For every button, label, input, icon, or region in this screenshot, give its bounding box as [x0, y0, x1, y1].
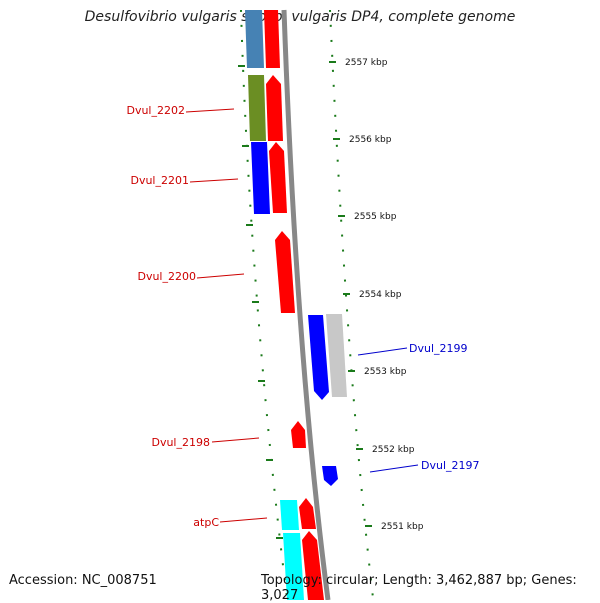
accession-text: Accession: NC_008751	[9, 573, 157, 588]
gene-arrow-red-2202[interactable]	[266, 75, 283, 141]
tick-label: 2555 kbp	[354, 212, 397, 222]
tick-label: 2557 kbp	[345, 58, 388, 68]
gene-label-dvul-2198[interactable]: Dvul_2198	[151, 436, 210, 449]
tick-label: 2556 kbp	[349, 135, 392, 145]
leader-line-dvul-2200	[196, 273, 245, 279]
leader-line-dvul-2199	[357, 347, 408, 356]
gene-block-blue-2201[interactable]	[251, 142, 270, 214]
tick-label: 2553 kbp	[364, 367, 407, 377]
map-title: Desulfovibrio vulgaris subsp. vulgaris D…	[84, 9, 516, 25]
tick-label: 2552 kbp	[372, 445, 415, 455]
gene-label-dvul-2197[interactable]: Dvul_2197	[421, 459, 480, 472]
gene-block-cyan-atpc-1[interactable]	[280, 500, 299, 530]
genome-stats-text: Topology: circular; Length: 3,462,887 bp…	[261, 573, 577, 603]
leader-line-dvul-2198	[211, 437, 260, 443]
scale-ticks	[238, 61, 372, 539]
gene-label-dvul-2200[interactable]: Dvul_2200	[137, 270, 196, 283]
leader-line-dvul-2197	[369, 464, 419, 473]
leader-line-atpc	[219, 517, 268, 523]
gene-block-gray-2199[interactable]	[326, 314, 347, 397]
gene-label-dvul-2201[interactable]: Dvul_2201	[130, 174, 189, 187]
leader-line-dvul-2202	[185, 108, 235, 113]
gene-block-red-top[interactable]	[264, 10, 280, 68]
gene-block-olive-2202[interactable]	[248, 75, 266, 141]
gene-arrow-blue-2197[interactable]	[322, 466, 338, 486]
gene-arrow-red-2201[interactable]	[269, 142, 287, 213]
genome-backbone	[281, 9, 331, 600]
leader-line-dvul-2201	[189, 178, 239, 183]
outer-guide-dashes	[329, 9, 374, 599]
gene-arrow-red-2200[interactable]	[275, 231, 295, 313]
gene-label-dvul-2202[interactable]: Dvul_2202	[126, 104, 185, 117]
tick-label: 2554 kbp	[359, 290, 402, 300]
tick-label: 2551 kbp	[381, 522, 424, 532]
gene-arrow-red-atpc[interactable]	[299, 498, 316, 529]
gene-label-atpc[interactable]: atpC	[193, 516, 219, 529]
gene-arrow-blue-2199[interactable]	[308, 315, 329, 400]
gene-arrow-red-bottom[interactable]	[302, 531, 324, 600]
gene-arrow-red-2198[interactable]	[291, 421, 306, 448]
gene-block-steelblue-top[interactable]	[245, 10, 264, 68]
gene-label-dvul-2199[interactable]: Dvul_2199	[409, 342, 468, 355]
gene-block-cyan-atpc-2[interactable]	[283, 533, 304, 600]
